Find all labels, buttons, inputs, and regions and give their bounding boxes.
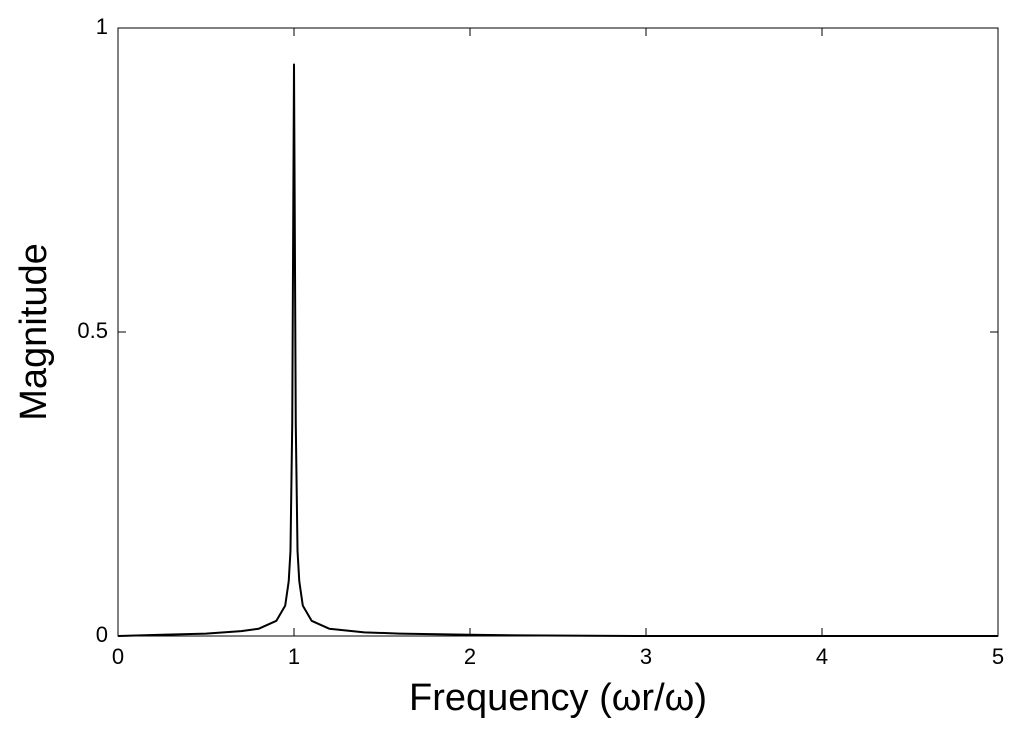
x-tick-label: 3 bbox=[640, 644, 652, 669]
x-axis-label: Frequency (ωr/ω) bbox=[409, 677, 707, 719]
y-tick-label: 0 bbox=[96, 622, 108, 647]
x-tick-label: 2 bbox=[464, 644, 476, 669]
x-tick-label: 1 bbox=[288, 644, 300, 669]
y-tick-label: 0.5 bbox=[77, 318, 108, 343]
plot-frame bbox=[117, 27, 999, 637]
data-line bbox=[117, 63, 998, 637]
y-tick-label: 1 bbox=[96, 14, 108, 39]
y-axis-label: Magnitude bbox=[13, 243, 55, 420]
x-tick-label: 0 bbox=[112, 644, 124, 669]
x-tick-label: 4 bbox=[816, 644, 828, 669]
x-tick-label: 5 bbox=[992, 644, 1004, 669]
